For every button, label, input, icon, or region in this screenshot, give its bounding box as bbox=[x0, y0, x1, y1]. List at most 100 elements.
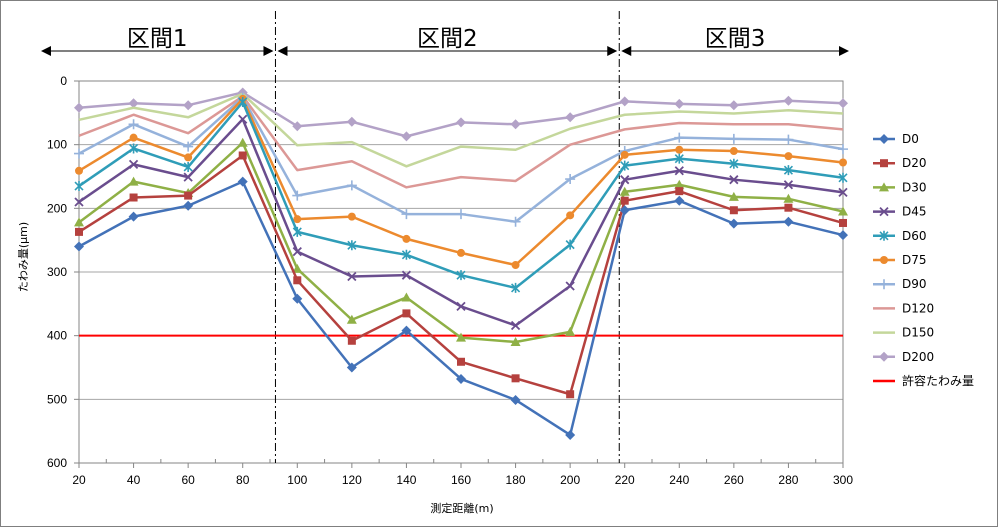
marker-diamond bbox=[456, 117, 466, 128]
marker-plus bbox=[879, 279, 889, 290]
marker-triangle bbox=[674, 179, 685, 189]
series-line-d120 bbox=[78, 95, 844, 189]
marker-diamond bbox=[128, 211, 139, 222]
marker-circle bbox=[729, 147, 738, 156]
marker-circle bbox=[75, 166, 83, 175]
marker-x bbox=[674, 166, 684, 176]
marker-star bbox=[401, 249, 411, 260]
marker-square bbox=[129, 193, 138, 202]
arrow-head-left bbox=[41, 46, 51, 56]
marker-diamond bbox=[401, 325, 412, 336]
x-tick-label: 80 bbox=[236, 473, 250, 487]
marker-triangle bbox=[456, 332, 466, 342]
marker-triangle bbox=[346, 314, 357, 324]
marker-star bbox=[511, 282, 521, 293]
legend-label: D30 bbox=[902, 180, 927, 194]
legend-label: D75 bbox=[902, 253, 927, 267]
marker-plus bbox=[401, 209, 412, 220]
legend-label: D20 bbox=[902, 156, 927, 170]
y-tick-label: 200 bbox=[47, 201, 67, 215]
marker-square bbox=[880, 159, 888, 168]
marker-plus bbox=[728, 133, 739, 144]
marker-triangle bbox=[838, 206, 848, 216]
marker-square bbox=[402, 309, 411, 318]
marker-diamond bbox=[292, 293, 303, 304]
marker-diamond bbox=[674, 98, 685, 109]
y-tick-label: 0 bbox=[60, 74, 67, 88]
marker-circle bbox=[880, 256, 888, 264]
marker-diamond bbox=[510, 119, 521, 130]
arrow-head-left bbox=[277, 46, 288, 56]
marker-plus bbox=[838, 144, 848, 155]
marker-square bbox=[238, 151, 247, 160]
axes: 0 100 200 300 400 500 600 20 40 60 80 100 120 140 160 1… bbox=[47, 74, 853, 487]
marker-plus bbox=[74, 148, 84, 159]
marker-circle bbox=[620, 150, 629, 159]
marker-plus bbox=[456, 209, 466, 220]
marker-diamond bbox=[346, 116, 357, 127]
x-tick-label: 160 bbox=[451, 473, 471, 487]
marker-diamond bbox=[565, 429, 576, 440]
marker-triangle bbox=[879, 182, 889, 192]
marker-star bbox=[74, 181, 84, 192]
marker-diamond bbox=[237, 176, 248, 187]
marker-plus bbox=[183, 141, 194, 152]
marker-diamond bbox=[565, 112, 576, 123]
marker-plus bbox=[128, 119, 139, 130]
marker-square bbox=[75, 227, 83, 236]
marker-diamond bbox=[879, 351, 889, 362]
marker-x bbox=[565, 281, 575, 291]
legend-label: 許容たわみ量 bbox=[902, 373, 974, 388]
marker-plus bbox=[565, 174, 576, 185]
marker-circle bbox=[457, 248, 465, 257]
marker-triangle bbox=[237, 137, 248, 147]
marker-x bbox=[292, 246, 302, 257]
x-tick-label: 140 bbox=[396, 473, 416, 487]
legend-label: D0 bbox=[902, 132, 919, 146]
marker-diamond bbox=[783, 216, 794, 227]
marker-triangle bbox=[728, 191, 739, 201]
marker-plus bbox=[292, 190, 303, 201]
marker-circle bbox=[566, 211, 575, 220]
marker-x bbox=[729, 175, 739, 185]
marker-square bbox=[839, 218, 847, 227]
marker-square bbox=[184, 191, 193, 200]
series-line-d150 bbox=[78, 92, 844, 168]
marker-x bbox=[838, 187, 848, 198]
legend-label: D150 bbox=[902, 326, 934, 340]
marker-star bbox=[183, 161, 193, 172]
section-annotations: 区間1 区間2 区間3 bbox=[41, 11, 849, 463]
marker-circle bbox=[839, 158, 847, 167]
marker-star bbox=[129, 143, 139, 154]
marker-diamond bbox=[74, 102, 84, 113]
marker-diamond bbox=[401, 131, 412, 142]
marker-star bbox=[674, 153, 684, 164]
x-tick-label: 240 bbox=[669, 473, 689, 487]
marker-triangle bbox=[401, 292, 412, 302]
marker-square bbox=[347, 336, 356, 345]
marker-square bbox=[784, 203, 793, 212]
marker-diamond bbox=[183, 200, 194, 211]
marker-x bbox=[183, 172, 193, 182]
marker-diamond bbox=[128, 98, 139, 109]
marker-x bbox=[74, 197, 84, 207]
marker-square bbox=[675, 187, 684, 196]
marker-diamond bbox=[183, 100, 194, 111]
marker-star bbox=[238, 97, 248, 108]
arrow-head-right bbox=[263, 46, 274, 56]
marker-x bbox=[401, 270, 412, 280]
marker-star bbox=[565, 239, 575, 250]
arrow-head-right bbox=[607, 46, 618, 56]
marker-circle bbox=[402, 234, 411, 243]
marker-diamond bbox=[510, 394, 521, 405]
y-tick-label: 400 bbox=[47, 329, 67, 343]
marker-star bbox=[879, 230, 889, 241]
y-tick-label: 100 bbox=[47, 138, 67, 152]
marker-x bbox=[620, 175, 630, 185]
marker-triangle bbox=[510, 337, 521, 347]
x-tick-label: 100 bbox=[287, 473, 307, 487]
marker-diamond bbox=[346, 362, 357, 373]
series-line-d0 bbox=[78, 180, 844, 437]
marker-circle bbox=[675, 145, 684, 154]
